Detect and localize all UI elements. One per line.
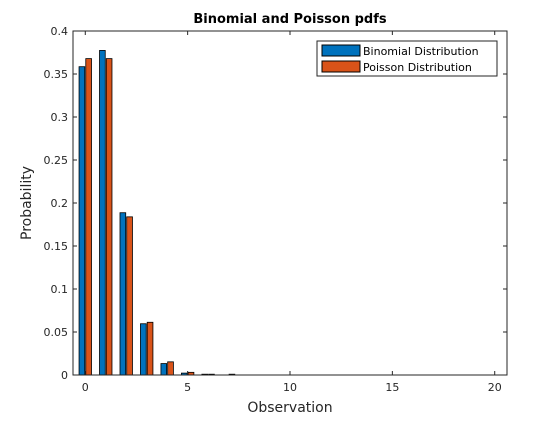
y-tick-label: 0.35 [44, 68, 69, 81]
bar-binomial-4 [160, 363, 168, 376]
bar-binomial-1 [99, 50, 106, 376]
x-tick-label: 10 [283, 381, 297, 394]
chart-title: Binomial and Poisson pdfs [193, 12, 387, 27]
legend: Binomial Distribution Poisson Distributi… [316, 40, 498, 77]
y-tick-label: 0.2 [51, 197, 69, 210]
y-axis-label: Probability [19, 166, 35, 240]
bars-group [78, 50, 236, 376]
y-tick-label: 0 [61, 369, 68, 382]
bar-poisson-2 [126, 216, 133, 376]
y-tick-label: 0.3 [51, 111, 69, 124]
x-axis-label: Observation [247, 400, 332, 416]
legend-label-poisson: Poisson Distribution [363, 61, 472, 74]
y-ticks-group: 0 0.05 0.1 0.15 0.2 0.25 0.3 0.35 0.4 [44, 25, 507, 382]
legend-label-binomial: Binomial Distribution [363, 45, 479, 58]
y-tick-label: 0.15 [44, 240, 69, 253]
y-tick-label: 0.1 [51, 283, 69, 296]
x-tick-label: 15 [385, 381, 399, 394]
bar-poisson-1 [105, 58, 113, 376]
bar-poisson-3 [146, 321, 154, 376]
bar-binomial-3 [140, 323, 147, 376]
y-tick-label: 0.4 [51, 25, 69, 38]
bar-poisson-0 [85, 58, 92, 376]
bar-binomial-2 [119, 212, 127, 376]
x-ticks-group: 0 5 10 15 20 [82, 31, 502, 394]
x-tick-label: 20 [488, 381, 502, 394]
y-tick-label: 0.05 [44, 326, 69, 339]
x-tick-label: 5 [184, 381, 191, 394]
bar-binomial-0 [78, 66, 86, 376]
legend-swatch-binomial [321, 44, 361, 57]
x-tick-label: 0 [82, 381, 89, 394]
bar-poisson-4 [167, 361, 174, 376]
y-tick-label: 0.25 [44, 154, 69, 167]
plot-area [73, 31, 507, 375]
axes-box [72, 30, 508, 376]
legend-swatch-poisson [321, 60, 361, 73]
